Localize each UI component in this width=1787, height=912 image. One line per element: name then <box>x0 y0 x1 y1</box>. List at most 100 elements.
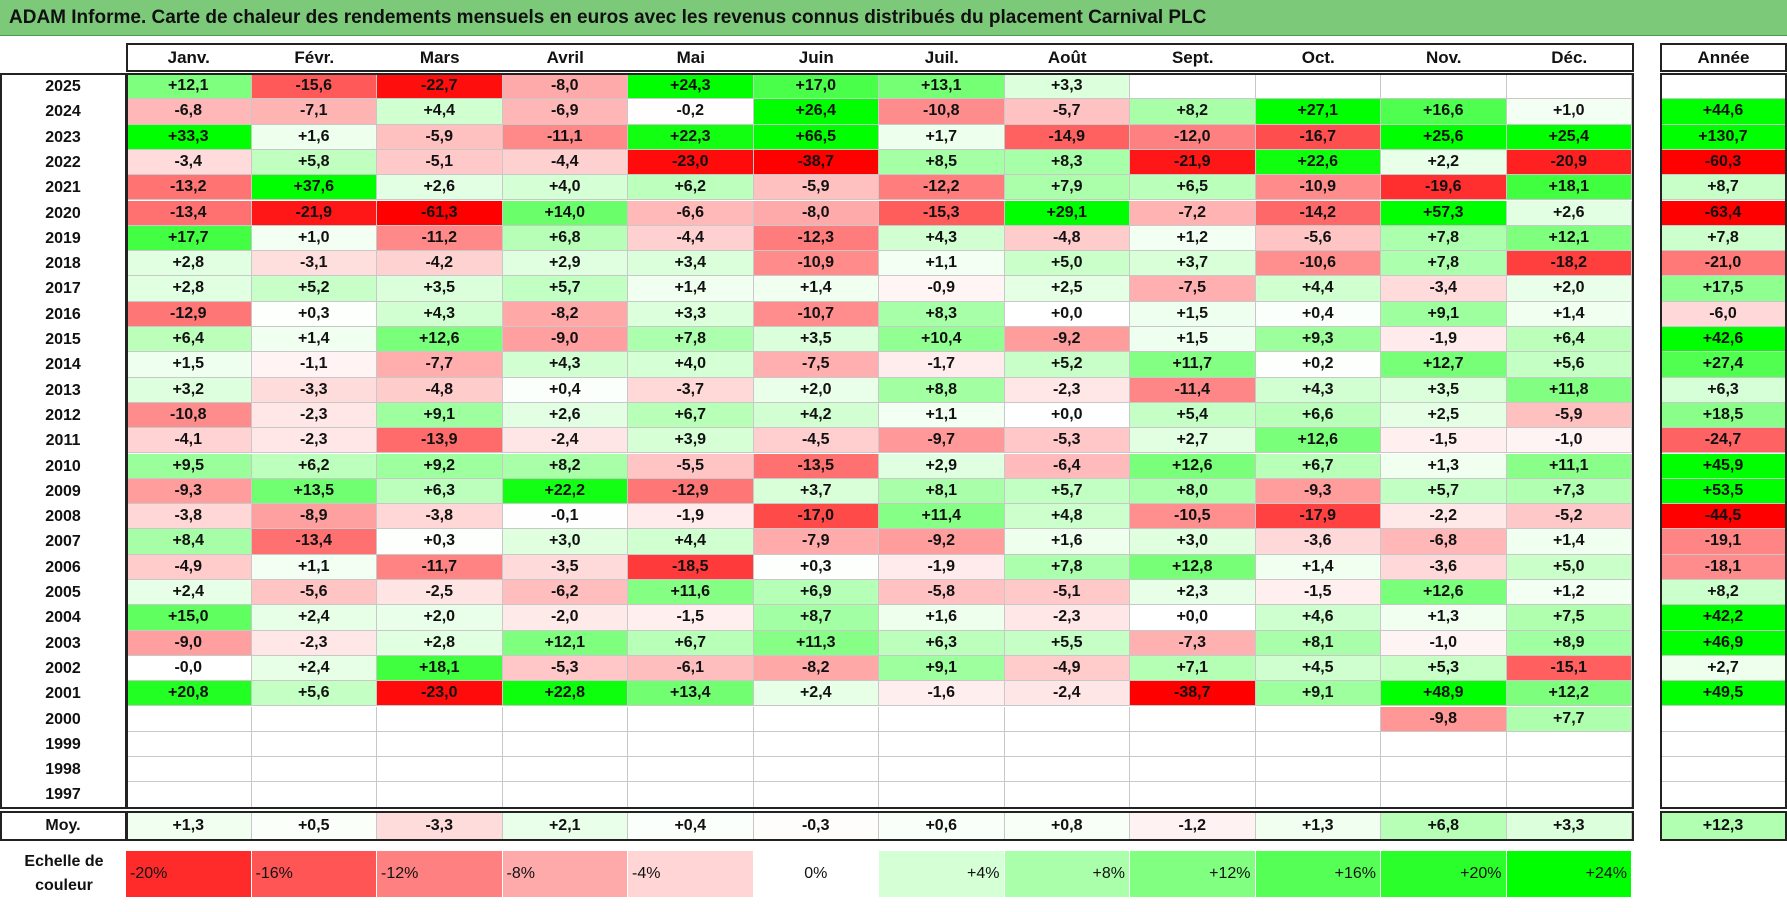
heatmap-cell <box>1381 74 1507 100</box>
color-scale-step: +24% <box>1506 851 1632 897</box>
heatmap-cell: +33,3 <box>126 124 252 150</box>
heatmap-cell: +9,2 <box>377 453 503 479</box>
heatmap-cell: +6,5 <box>1130 175 1256 201</box>
heatmap-cell: +6,9 <box>753 580 879 606</box>
heatmap-cell <box>753 757 879 783</box>
heatmap-cell: +1,4 <box>1255 554 1381 580</box>
heatmap-cell: +16,6 <box>1381 99 1507 125</box>
heatmap-cell: +8,4 <box>126 529 252 555</box>
heatmap-cell: -5,2 <box>1506 504 1632 530</box>
heatmap-cell <box>377 706 503 732</box>
heatmap-cell: -2,3 <box>1004 377 1130 403</box>
heatmap-cell: +5,2 <box>251 276 377 302</box>
heatmap-cell: +1,1 <box>879 251 1005 277</box>
heatmap-cell <box>1130 757 1256 783</box>
heatmap-cell: +1,6 <box>251 124 377 150</box>
heatmap-cell: +9,1 <box>377 402 503 429</box>
year-label: 2018 <box>45 255 81 273</box>
heatmap-cell: +1,4 <box>753 276 879 302</box>
heatmap-cell: +4,8 <box>1004 504 1130 530</box>
year-label: 2020 <box>45 204 81 222</box>
heatmap-cell: +17,0 <box>753 74 879 100</box>
heatmap-cell: +25,4 <box>1506 124 1632 150</box>
heatmap-cell: +2,6 <box>377 175 503 201</box>
heatmap-cell: -21,9 <box>1130 149 1256 176</box>
heatmap-cell: +7,5 <box>1506 605 1632 631</box>
heatmap-cell <box>1255 782 1381 808</box>
heatmap-cell: -1,0 <box>1506 428 1632 454</box>
heatmap-cell: -18,2 <box>1506 251 1632 277</box>
heatmap-cell: +1,7 <box>879 124 1005 150</box>
heatmap-cell: -13,2 <box>126 175 252 201</box>
annual-cell: +46,9 <box>1660 630 1787 656</box>
heatmap-cell: +3,5 <box>1381 377 1507 403</box>
heatmap-cell: +29,1 <box>1004 200 1130 226</box>
heatmap-cell: -5,7 <box>1004 99 1130 125</box>
column-header: Sept. <box>1171 48 1214 67</box>
heatmap-cell: +2,6 <box>1506 200 1632 226</box>
heatmap-cell: -13,4 <box>251 529 377 555</box>
heatmap-cell <box>377 731 503 758</box>
heatmap-cell: +48,9 <box>1381 681 1507 707</box>
annual-cell: +42,2 <box>1660 605 1787 631</box>
color-scale-step: -20% <box>126 851 252 897</box>
heatmap-cell: +1,0 <box>251 225 377 252</box>
heatmap-cell: -7,3 <box>1130 630 1256 656</box>
heatmap-cell: +5,7 <box>502 276 628 302</box>
heatmap-cell: +4,0 <box>502 175 628 201</box>
heatmap-cell: -8,9 <box>251 504 377 530</box>
heatmap-cell: +9,3 <box>1255 327 1381 353</box>
heatmap-cell <box>1381 731 1507 758</box>
heatmap-cell: +25,6 <box>1381 124 1507 150</box>
color-scale-step: -16% <box>251 851 377 897</box>
heatmap-cell: +4,0 <box>628 352 754 378</box>
color-scale-step: +20% <box>1381 851 1507 897</box>
heatmap-cell: +4,5 <box>1255 655 1381 682</box>
heatmap-cell: +12,6 <box>377 327 503 353</box>
heatmap-cell <box>251 731 377 758</box>
year-label: 1999 <box>45 735 81 753</box>
heatmap-cell: +9,5 <box>126 453 252 479</box>
year-label: 2014 <box>45 356 81 374</box>
annual-cell <box>1660 74 1787 100</box>
heatmap-cell <box>1130 706 1256 732</box>
heatmap-cell: -5,6 <box>251 580 377 606</box>
heatmap-cell: -9,7 <box>879 428 1005 454</box>
heatmap-cell: +1,2 <box>1506 580 1632 606</box>
heatmap-cell: +6,4 <box>1506 327 1632 353</box>
heatmap-cell: +12,6 <box>1255 428 1381 454</box>
annual-cell: -44,5 <box>1660 504 1787 530</box>
heatmap-cell: -17,9 <box>1255 504 1381 530</box>
heatmap-cell: -3,1 <box>251 251 377 277</box>
heatmap-cell <box>1004 782 1130 808</box>
heatmap-cell: +4,3 <box>502 352 628 378</box>
heatmap-cell: +6,3 <box>879 630 1005 656</box>
heatmap-cell: -5,6 <box>1255 225 1381 252</box>
heatmap-cell: -11,2 <box>377 225 503 252</box>
year-label: 2012 <box>45 406 81 424</box>
heatmap-cell: -10,9 <box>753 251 879 277</box>
heatmap-cell: +3,0 <box>1130 529 1256 555</box>
heatmap-cell: -6,1 <box>628 655 754 682</box>
heatmap-cell <box>753 731 879 758</box>
heatmap-cell: +4,3 <box>377 301 503 327</box>
annual-cell: +27,4 <box>1660 352 1787 378</box>
heatmap-cell <box>126 757 252 783</box>
heatmap-cell: +24,3 <box>628 74 754 100</box>
heatmap-cell: -3,8 <box>126 504 252 530</box>
column-header: Juin <box>798 48 834 67</box>
heatmap-cell: -4,8 <box>377 377 503 403</box>
year-label: 2015 <box>45 331 81 348</box>
heatmap-cell: +11,1 <box>1506 453 1632 479</box>
year-label: 2007 <box>45 533 81 551</box>
heatmap-cell: +18,1 <box>1506 175 1632 201</box>
year-label: 1997 <box>45 786 81 804</box>
heatmap-cell: -4,4 <box>628 225 754 252</box>
heatmap-cell <box>502 706 628 732</box>
heatmap-cell: -10,9 <box>1255 175 1381 201</box>
heatmap-cell: -0,1 <box>502 504 628 530</box>
annual-cell <box>1660 706 1787 732</box>
annual-cell: +18,5 <box>1660 402 1787 429</box>
year-label: 2024 <box>45 103 81 121</box>
heatmap-cell: +12,8 <box>1130 554 1256 580</box>
